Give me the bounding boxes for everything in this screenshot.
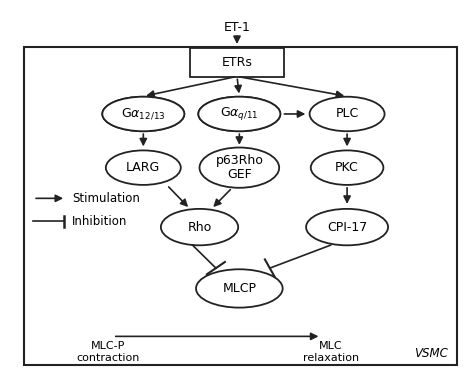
Ellipse shape bbox=[102, 97, 184, 131]
Ellipse shape bbox=[161, 209, 238, 245]
Text: Stimulation: Stimulation bbox=[72, 192, 140, 205]
Text: ETRs: ETRs bbox=[221, 56, 253, 69]
Text: LARG: LARG bbox=[126, 161, 160, 174]
Text: Gα$_{12/13}$: Gα$_{12/13}$ bbox=[121, 107, 165, 121]
Ellipse shape bbox=[306, 209, 388, 245]
Ellipse shape bbox=[311, 151, 383, 185]
Ellipse shape bbox=[198, 97, 280, 131]
Ellipse shape bbox=[198, 97, 280, 131]
Text: PKC: PKC bbox=[335, 161, 359, 174]
Text: MLC
relaxation: MLC relaxation bbox=[302, 341, 359, 363]
Text: ET-1: ET-1 bbox=[224, 21, 250, 34]
Text: CPI-17: CPI-17 bbox=[327, 221, 367, 233]
Ellipse shape bbox=[200, 147, 279, 188]
Text: MLCP: MLCP bbox=[222, 282, 256, 295]
Bar bbox=[24, 47, 457, 365]
Text: MLC-P
contraction: MLC-P contraction bbox=[76, 341, 140, 363]
Text: Rho: Rho bbox=[187, 221, 212, 233]
Text: VSMC: VSMC bbox=[414, 347, 448, 360]
Ellipse shape bbox=[196, 269, 283, 308]
Text: Inhibition: Inhibition bbox=[72, 215, 128, 228]
Text: Gα$_{q/11}$: Gα$_{q/11}$ bbox=[220, 105, 259, 123]
Bar bbox=[190, 48, 284, 77]
Ellipse shape bbox=[102, 97, 184, 131]
Ellipse shape bbox=[310, 97, 384, 131]
Text: G$\alpha_{12/13}$: G$\alpha_{12/13}$ bbox=[121, 107, 165, 121]
Ellipse shape bbox=[106, 151, 181, 185]
Text: G$\alpha_{q/11}$: G$\alpha_{q/11}$ bbox=[220, 105, 259, 123]
Text: PLC: PLC bbox=[336, 107, 359, 121]
Text: p63Rho
GEF: p63Rho GEF bbox=[215, 154, 263, 181]
